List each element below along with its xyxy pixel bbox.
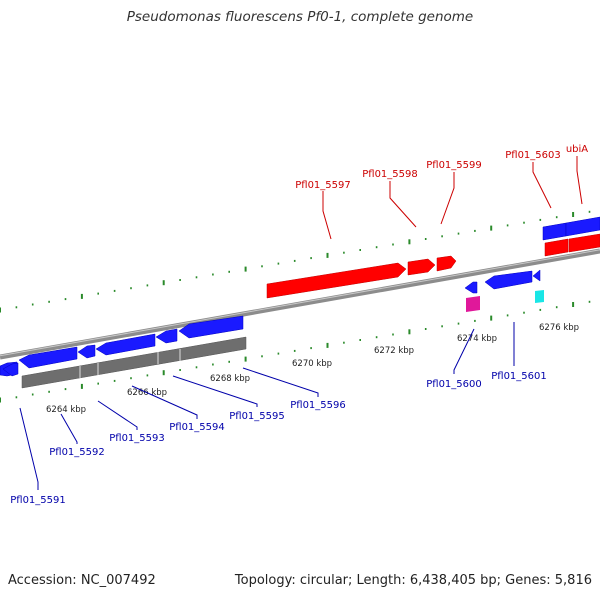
kbp-label: 6264 kbp — [46, 405, 86, 415]
label-leader-line — [532, 162, 552, 209]
cyan-feature[interactable] — [535, 290, 544, 303]
genome-summary-text: Topology: circular; Length: 6,438,405 bp… — [234, 573, 592, 588]
label-leader-line — [453, 328, 475, 374]
gene-label-pfl01-5603[interactable]: Pfl01_5603 — [505, 150, 561, 161]
gene-label-pfl01-5593[interactable]: Pfl01_5593 — [109, 433, 165, 444]
gene-arrow-reverse[interactable] — [484, 270, 533, 290]
gene-arrow-reverse[interactable] — [464, 281, 478, 294]
kbp-label: 6276 kbp — [539, 323, 579, 333]
magenta-feature[interactable] — [466, 296, 480, 312]
genome-backbone — [0, 248, 600, 360]
label-leader-line — [242, 367, 319, 397]
gene-label-pfl01-5594[interactable]: Pfl01_5594 — [169, 422, 225, 433]
gene-label-pfl01-5595[interactable]: Pfl01_5595 — [229, 411, 285, 422]
outer-tick-row — [0, 210, 591, 313]
kbp-label: 6268 kbp — [210, 374, 250, 384]
label-leader-line — [389, 181, 417, 228]
kbp-label: 6270 kbp — [292, 359, 332, 369]
gene-arrow-forward[interactable] — [568, 233, 600, 253]
gene-label-pfl01-5591[interactable]: Pfl01_5591 — [10, 495, 66, 506]
gene-label-pfl01-5598[interactable]: Pfl01_5598 — [362, 169, 418, 180]
backbone-highlight — [0, 249, 600, 357]
reverse-gene-labels: Pfl01_5591 Pfl01_5592 Pfl01_5593 Pfl01_5… — [10, 322, 547, 506]
gene-arrow-reverse[interactable] — [155, 328, 178, 344]
label-leader-line — [172, 375, 258, 407]
inner-tick-row — [0, 300, 591, 403]
gene-arrow-reverse[interactable] — [565, 216, 600, 237]
gene-arrow-reverse[interactable] — [18, 346, 78, 369]
gene-label-pfl01-5599[interactable]: Pfl01_5599 — [426, 160, 482, 171]
map-title: Pseudomonas fluorescens Pf0-1, complete … — [126, 9, 474, 25]
gene-arrow-reverse[interactable] — [95, 333, 156, 356]
gene-arrow-reverse[interactable] — [532, 269, 541, 282]
forward-gene-labels: Pfl01_5597 Pfl01_5598 Pfl01_5599 Pfl01_5… — [295, 144, 588, 240]
gene-label-pfl01-5597[interactable]: Pfl01_5597 — [295, 180, 351, 191]
forward-strand-genes — [266, 233, 600, 299]
gene-arrow-reverse[interactable] — [178, 315, 244, 339]
label-leader-line — [322, 191, 332, 240]
gene-label-pfl01-5601[interactable]: Pfl01_5601 — [491, 371, 547, 382]
gene-label-pfl01-5596[interactable]: Pfl01_5596 — [290, 400, 346, 411]
kbp-label: 6274 kbp — [457, 334, 497, 344]
gene-arrow-forward[interactable] — [407, 258, 436, 276]
gene-label-ubia[interactable]: ubiA — [566, 144, 588, 155]
label-leader-line — [576, 156, 583, 205]
gene-arrow-reverse[interactable] — [542, 222, 567, 241]
reverse-strand-genes — [0, 216, 600, 377]
label-leader-line — [19, 407, 39, 490]
gene-arrow-forward[interactable] — [544, 238, 569, 257]
gene-arrow-reverse[interactable] — [77, 344, 96, 359]
gene-label-pfl01-5592[interactable]: Pfl01_5592 — [49, 447, 105, 458]
gene-arrow-reverse[interactable] — [2, 362, 19, 377]
label-leader-line — [440, 172, 455, 225]
gray-feature-block[interactable] — [21, 336, 247, 389]
kbp-label: 6272 kbp — [374, 346, 414, 356]
accession-text: Accession: NC_007492 — [8, 573, 156, 588]
label-leader-line — [60, 413, 78, 444]
backbone-line — [0, 248, 600, 360]
gene-label-pfl01-5600[interactable]: Pfl01_5600 — [426, 379, 482, 390]
gene-arrow-forward[interactable] — [266, 262, 407, 299]
label-leader-line — [131, 385, 198, 419]
gray-feature-track — [21, 336, 247, 389]
label-leader-line — [97, 400, 138, 430]
gene-arrow-forward[interactable] — [436, 255, 457, 272]
